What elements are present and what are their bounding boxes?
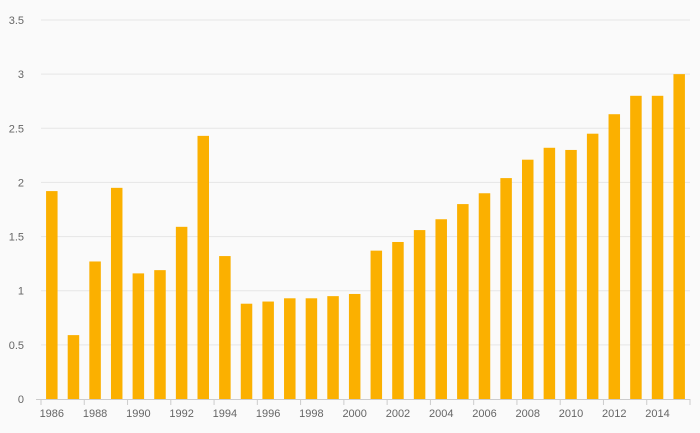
y-tick-label: 3.5 [9, 15, 24, 27]
bar-1988 [89, 261, 101, 399]
bar-2006 [478, 193, 491, 399]
bar-1990 [132, 273, 145, 399]
bar-2005 [457, 204, 469, 399]
y-axis: 0 0.5 1 1.5 2 2.5 3 3.5 [9, 15, 24, 406]
bar-2000 [348, 293, 361, 399]
y-tick-label: 1.5 [9, 232, 24, 244]
bar-1997 [284, 298, 296, 399]
bar-2008 [522, 159, 534, 399]
x-tick-label: 2010 [559, 408, 583, 420]
bar-1992 [175, 226, 188, 399]
bar-1986 [46, 191, 58, 399]
bar-2004 [435, 219, 447, 399]
x-tick-label: 1996 [256, 408, 280, 420]
bar-2012 [608, 114, 621, 400]
bar-2013 [630, 95, 642, 400]
y-tick-label: 3 [18, 69, 24, 81]
x-tick-label: 1986 [40, 408, 64, 420]
bar-2011 [586, 133, 599, 399]
bar-2002 [392, 241, 404, 399]
y-tick-label: 0 [18, 394, 24, 406]
y-tick-label: 0.5 [9, 340, 24, 352]
bar-2009 [543, 147, 556, 399]
bar-2003 [413, 230, 426, 399]
x-tick-label: 2012 [602, 408, 626, 420]
x-tick-label: 2008 [516, 408, 540, 420]
bars [46, 74, 685, 400]
gridlines [41, 19, 690, 346]
y-tick-label: 2.5 [9, 123, 24, 135]
y-tick-label: 1 [18, 286, 24, 298]
x-tick-label: 2000 [342, 408, 366, 420]
x-tick-label: 1988 [83, 408, 107, 420]
bar-2014 [651, 95, 664, 400]
bar-1999 [327, 296, 339, 399]
bar-2007 [500, 178, 512, 399]
bar-1995 [240, 303, 253, 399]
bar-1987 [67, 335, 80, 399]
x-tick-label: 1994 [213, 408, 237, 420]
bar-1996 [262, 301, 274, 399]
bar-1994 [219, 256, 231, 399]
x-tick-label: 1998 [299, 408, 323, 420]
x-axis: 1986 1988 1990 1992 1994 1996 1998 2000 2002 2004… [36, 399, 691, 420]
bar-1998 [305, 298, 318, 399]
x-tick-label: 2006 [472, 408, 496, 420]
bar-2015 [673, 74, 685, 400]
bar-1991 [154, 270, 166, 399]
bar-2010 [565, 149, 577, 399]
bar-2001 [370, 250, 383, 399]
y-tick-label: 2 [18, 177, 24, 189]
x-tick-label: 2004 [429, 408, 453, 420]
bar-1989 [110, 187, 123, 399]
x-tick-label: 2002 [386, 408, 410, 420]
x-tick-label: 2014 [645, 408, 669, 420]
bar-1993 [197, 135, 209, 399]
x-tick-label: 1992 [169, 408, 193, 420]
x-tick-label: 1990 [126, 408, 150, 420]
